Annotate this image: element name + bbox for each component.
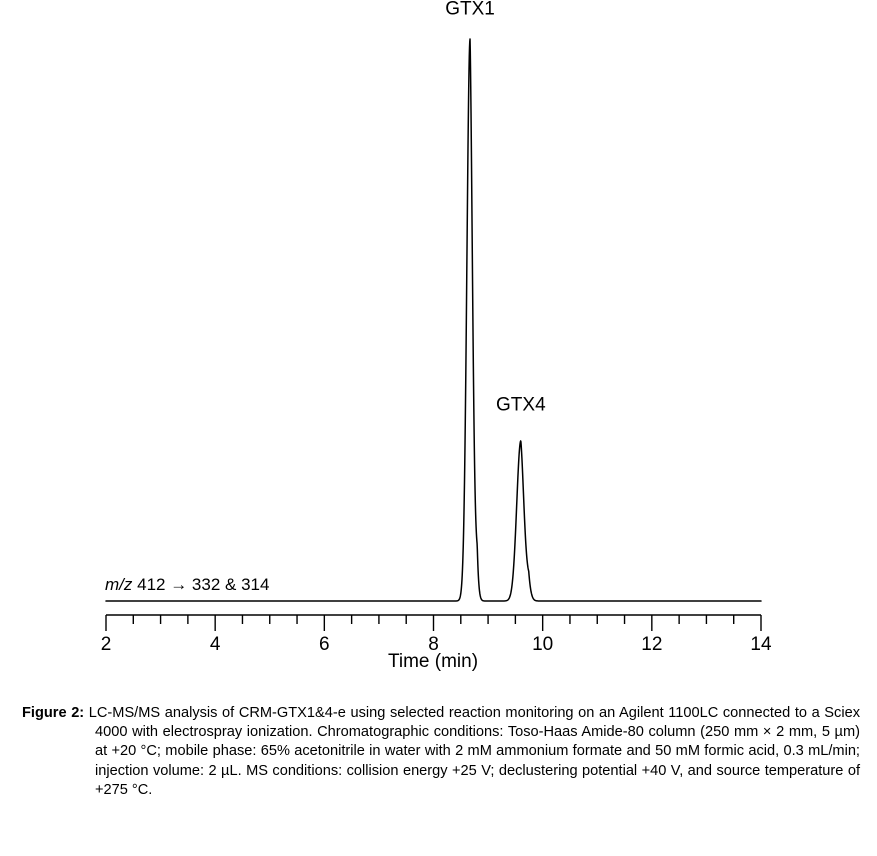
x-axis-tick-label: 8 bbox=[428, 634, 439, 655]
chromatogram-svg: 2 4 6 8 10 12 14 Time (min) GTX1 GTX4 m/z 412 … bbox=[101, 0, 772, 672]
x-axis-tick-label: 4 bbox=[210, 634, 221, 655]
x-axis-tick-label: 2 bbox=[101, 634, 112, 655]
x-axis-ticks bbox=[105, 615, 762, 631]
x-axis-tick-label: 12 bbox=[641, 634, 662, 655]
chromatogram-chart: 2 4 6 8 10 12 14 Time (min) GTX1 GTX4 m/z 412 … bbox=[101, 0, 772, 672]
figure-number-label: Figure 2: bbox=[22, 705, 85, 721]
figure-caption: Figure 2: LC-MS/MS analysis of CRM-GTX1&… bbox=[22, 704, 860, 800]
peak-label-gtx1: GTX1 bbox=[445, 0, 495, 20]
figure-caption-text: LC-MS/MS analysis of CRM-GTX1&4-e using … bbox=[84, 705, 860, 798]
x-axis-title: Time (min) bbox=[388, 651, 478, 672]
x-axis-tick-labels: 2 4 6 8 10 12 14 bbox=[101, 634, 772, 655]
mz-italic-part: m/z bbox=[105, 575, 133, 594]
mz-transition-annotation: m/z 412 → 332 & 314 bbox=[105, 575, 269, 594]
x-axis-tick-label: 14 bbox=[750, 634, 772, 655]
peak-label-gtx4: GTX4 bbox=[496, 395, 546, 416]
mz-rest-part: 412 → 332 & 314 bbox=[132, 575, 269, 594]
chromatogram-trace bbox=[105, 38, 762, 602]
x-axis-tick-label: 6 bbox=[319, 634, 330, 655]
x-axis-tick-label: 10 bbox=[532, 634, 553, 655]
